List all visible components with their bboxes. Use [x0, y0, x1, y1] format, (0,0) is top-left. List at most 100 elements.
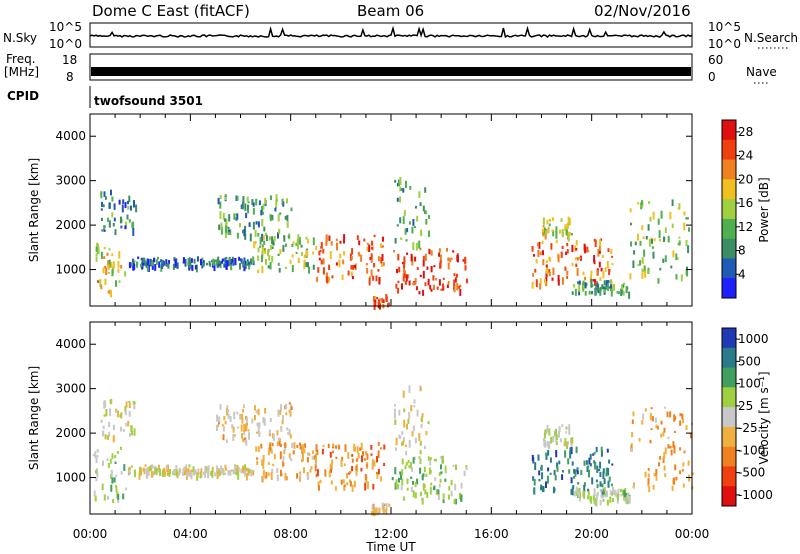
velocity-cell — [154, 465, 157, 468]
velocity-cell — [332, 443, 334, 448]
velocity-cell — [628, 495, 631, 504]
nsky-panel-frame — [89, 22, 693, 48]
velocity-cell — [413, 399, 416, 404]
power-cell — [227, 226, 230, 230]
power-cell — [641, 272, 644, 279]
velocity-cell — [531, 454, 534, 462]
velocity-cell — [349, 479, 351, 483]
velocity-region — [573, 486, 631, 507]
power-cell — [124, 225, 127, 230]
velocity-colorbar-tick-label: -25 — [738, 421, 758, 435]
power-cell — [547, 227, 550, 234]
power-cell — [308, 266, 310, 274]
velocity-cell — [605, 467, 608, 475]
power-cell — [365, 263, 368, 266]
velocity-cell — [328, 470, 331, 478]
power-cell — [261, 218, 264, 227]
power-colorbar-swatch — [722, 199, 736, 220]
velocity-cell — [685, 425, 688, 431]
velocity-cell — [404, 465, 407, 470]
power-cell — [291, 254, 294, 258]
power-cell — [282, 245, 285, 252]
velocity-cell — [602, 499, 605, 502]
velocity-cell — [236, 411, 239, 415]
velocity-cell — [632, 485, 635, 489]
velocity-cell — [256, 431, 258, 434]
power-cell — [378, 276, 381, 285]
velocity-cell — [441, 456, 444, 463]
velocity-ytick-label: 2000 — [55, 426, 86, 440]
velocity-cell — [185, 464, 188, 467]
velocity-cell — [412, 457, 415, 464]
power-cell — [103, 225, 106, 230]
power-cell — [399, 196, 401, 203]
power-cell — [587, 249, 590, 252]
velocity-cell — [371, 510, 373, 516]
power-cell — [462, 259, 465, 262]
velocity-cell — [243, 424, 246, 432]
velocity-cell — [133, 403, 136, 410]
x-tick-label: 20:00 — [574, 527, 609, 541]
power-cell — [675, 274, 678, 280]
velocity-colorbar-tick-label: -1000 — [738, 488, 773, 502]
velocity-cell — [595, 479, 598, 483]
power-cell — [395, 283, 398, 289]
velocity-region — [543, 424, 574, 450]
power-cell — [584, 245, 587, 254]
velocity-cell — [273, 453, 276, 460]
velocity-cell — [115, 474, 118, 477]
power-cell — [567, 233, 570, 242]
velocity-cell — [355, 469, 358, 476]
power-cell — [106, 252, 109, 256]
power-cell — [422, 270, 425, 279]
power-cell — [438, 252, 441, 257]
power-cell — [373, 263, 376, 268]
velocity-cell — [248, 469, 251, 473]
power-cell — [274, 207, 277, 212]
velocity-cell — [406, 478, 409, 485]
velocity-cell — [245, 467, 248, 472]
power-cell — [539, 251, 542, 256]
velocity-cell — [573, 491, 576, 497]
velocity-cell — [316, 469, 319, 477]
velocity-cell — [370, 445, 373, 450]
power-cell — [387, 303, 389, 308]
power-cell — [307, 262, 309, 268]
power-cell — [643, 265, 646, 273]
power-cell — [316, 276, 319, 282]
velocity-cell — [317, 481, 320, 487]
velocity-cell — [601, 489, 604, 498]
velocity-cell — [233, 434, 236, 437]
power-cell — [350, 265, 353, 270]
freq-tick-top: 18 — [62, 53, 77, 67]
velocity-cell — [128, 402, 131, 408]
power-colorbar-tick-label: 24 — [738, 149, 753, 163]
power-cell — [107, 271, 110, 274]
power-cell — [248, 222, 251, 227]
velocity-cell — [426, 491, 429, 498]
velocity-cell — [351, 458, 354, 463]
velocity-cell — [688, 474, 691, 482]
velocity-cell — [117, 499, 120, 504]
velocity-cell — [442, 499, 445, 504]
velocity-cell — [301, 458, 303, 463]
power-cell — [610, 284, 612, 290]
power-cell — [257, 247, 260, 253]
velocity-cell — [217, 469, 220, 475]
power-cell — [300, 252, 303, 256]
velocity-cell — [109, 458, 112, 464]
velocity-cell — [579, 492, 582, 499]
velocity-cell — [107, 463, 110, 468]
velocity-cell — [267, 450, 270, 456]
velocity-cell — [271, 468, 274, 473]
power-region — [253, 234, 318, 274]
cpid-value: twofsound 3501 — [94, 94, 203, 108]
velocity-cell — [554, 474, 557, 481]
velocity-cell — [608, 476, 611, 482]
power-cell — [102, 204, 105, 208]
velocity-cell — [307, 474, 309, 480]
power-cell — [117, 261, 120, 268]
velocity-cell — [671, 485, 674, 491]
velocity-cell — [588, 469, 590, 478]
power-cell — [537, 249, 540, 257]
